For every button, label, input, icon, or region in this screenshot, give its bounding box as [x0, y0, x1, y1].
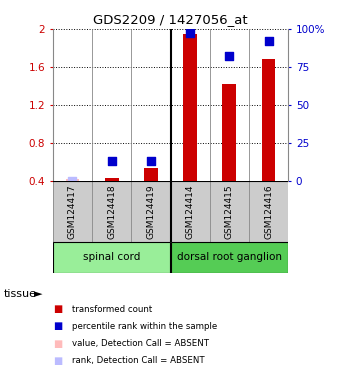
Text: rank, Detection Call = ABSENT: rank, Detection Call = ABSENT	[72, 356, 204, 366]
Point	[148, 158, 153, 164]
Text: value, Detection Call = ABSENT: value, Detection Call = ABSENT	[72, 339, 209, 348]
Bar	[262, 59, 276, 181]
Bar	[170, 242, 288, 273]
Text: percentile rank within the sample: percentile rank within the sample	[72, 322, 217, 331]
Bar	[222, 84, 236, 181]
Point	[70, 178, 75, 184]
Bar	[65, 179, 79, 181]
Text: GSM124416: GSM124416	[264, 184, 273, 239]
Text: GSM124417: GSM124417	[68, 184, 77, 239]
Bar	[144, 168, 158, 181]
Text: ■: ■	[53, 304, 62, 314]
Point	[187, 30, 193, 36]
Text: dorsal root ganglion: dorsal root ganglion	[177, 252, 282, 262]
Text: spinal cord: spinal cord	[83, 252, 140, 262]
Point	[109, 158, 114, 164]
Text: ■: ■	[53, 339, 62, 349]
Bar	[53, 242, 170, 273]
Text: GSM124418: GSM124418	[107, 184, 116, 239]
Text: tissue: tissue	[3, 289, 36, 299]
Point	[226, 53, 232, 59]
Text: transformed count: transformed count	[72, 305, 152, 314]
Text: ►: ►	[34, 289, 43, 299]
Point	[266, 38, 271, 44]
Text: ■: ■	[53, 321, 62, 331]
Text: ■: ■	[53, 356, 62, 366]
Bar	[105, 178, 119, 181]
Bar	[183, 33, 197, 181]
Text: GSM124415: GSM124415	[225, 184, 234, 239]
Text: GSM124419: GSM124419	[146, 184, 155, 239]
Text: GSM124414: GSM124414	[186, 184, 195, 239]
Text: GDS2209 / 1427056_at: GDS2209 / 1427056_at	[93, 13, 248, 26]
